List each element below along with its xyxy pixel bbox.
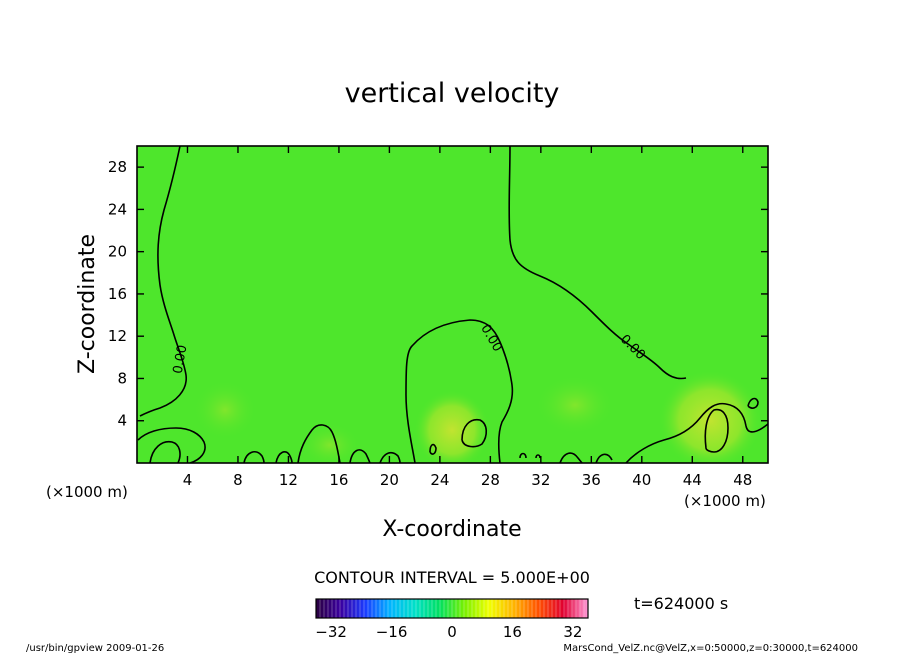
contour-bottom-small <box>519 452 541 459</box>
y-tick-label: 12 <box>108 327 127 345</box>
colorbar-tick-label: 32 <box>563 623 582 641</box>
contour-center-inner <box>461 418 488 448</box>
mild-region <box>193 380 257 440</box>
mild-region <box>300 423 360 463</box>
colorbar-stripes <box>319 599 585 618</box>
y-axis: 4 8 12 16 20 24 28 <box>108 158 768 430</box>
y-axis-label: Z-coordinate <box>75 234 100 374</box>
x-tick-label: 4 <box>183 471 193 489</box>
contour-center-small <box>429 443 437 455</box>
x-tick-label: 12 <box>279 471 298 489</box>
y-tick-label: 4 <box>117 412 127 430</box>
y-tick-label: 28 <box>108 158 127 176</box>
contour-right-bottom <box>625 402 768 463</box>
contour-left-bottom <box>137 427 206 463</box>
x-tick-label: 36 <box>582 471 601 489</box>
mild-region <box>535 375 615 435</box>
colorbar-tick-label: 0 <box>447 623 457 641</box>
x-tick-label: 40 <box>632 471 651 489</box>
x-axis-unit: (×1000 m) <box>684 492 766 510</box>
chart-title: vertical velocity <box>345 78 560 109</box>
colorbar-frame <box>315 598 589 619</box>
colorbar-ticks: −32 −16 0 16 32 <box>315 623 582 641</box>
colorbar: −32 −16 0 16 32 <box>315 598 589 641</box>
y-tick-label: 16 <box>108 285 127 303</box>
y-tick-label: 24 <box>108 200 127 218</box>
x-tick-label: 24 <box>430 471 449 489</box>
colorbar-gradient <box>316 599 588 618</box>
contour-right-edge <box>747 397 759 409</box>
contour-left-bottom-inner <box>149 440 181 463</box>
warm-region <box>414 390 490 463</box>
x-tick-label: 44 <box>683 471 702 489</box>
x-tick-label: 20 <box>380 471 399 489</box>
y-tick-label: 20 <box>108 243 127 261</box>
x-tick-label: 28 <box>481 471 500 489</box>
footer-right: MarsCond_VelZ.nc@VelZ,x=0:50000,z=0:3000… <box>563 643 858 654</box>
plot-frame <box>136 145 769 464</box>
footer-left: /usr/bin/gpview 2009-01-26 <box>26 643 164 654</box>
y-axis-unit: (×1000 m) <box>46 483 128 501</box>
colorbar-tick-label: 16 <box>503 623 522 641</box>
colorbar-tick-label: −16 <box>376 623 408 641</box>
contour-left-zero <box>139 146 187 417</box>
x-tick-label: 48 <box>733 471 752 489</box>
contour-center-dome <box>405 319 514 463</box>
x-axis: 4 8 12 16 20 24 28 32 36 40 44 48 <box>183 146 752 489</box>
contour-hump-d <box>349 449 371 463</box>
warm-region <box>658 370 762 463</box>
y-tick-label: 8 <box>117 369 127 387</box>
x-tick-label: 8 <box>233 471 243 489</box>
contour-label: 0.00 <box>171 344 191 375</box>
contour-hump-c <box>297 424 341 463</box>
x-axis-label: X-coordinate <box>382 517 521 542</box>
x-tick-label: 16 <box>329 471 348 489</box>
contour-interval-text: CONTOUR INTERVAL = 5.000E+00 <box>314 568 590 587</box>
time-label: t=624000 s <box>634 594 728 613</box>
colorbar-tick-label: −32 <box>315 623 347 641</box>
x-tick-label: 32 <box>531 471 550 489</box>
contour-right-zero <box>508 146 687 380</box>
plot-area: 0.00 0.00 0.00 <box>137 146 768 463</box>
contour-right-inner <box>704 408 729 453</box>
